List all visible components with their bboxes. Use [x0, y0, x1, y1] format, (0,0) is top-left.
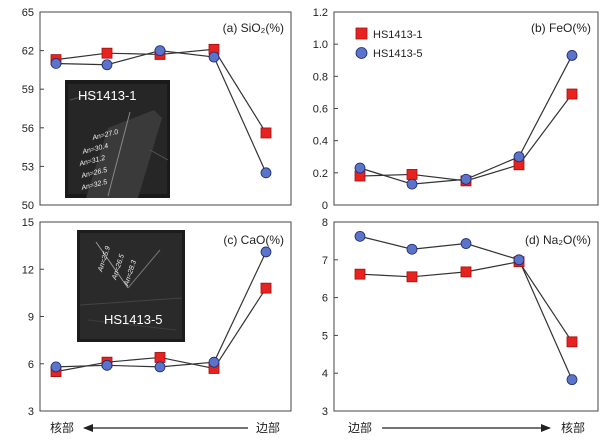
- panel-a-title: (a) SiO₂(%): [223, 21, 284, 35]
- legend-label-hs1413-5: HS1413-5: [373, 48, 423, 60]
- point-a-hs1413-5-2: [154, 45, 166, 56]
- point-b-hs1413-5-3: [513, 151, 525, 163]
- point-d-hs1413-5-4: [566, 374, 578, 386]
- x-label-right-start: 边部: [348, 420, 372, 435]
- point-c-hs1413-1-4: [260, 282, 272, 294]
- point-d-hs1413-1-4: [566, 336, 578, 348]
- point-a-hs1413-1-4: [260, 127, 272, 139]
- x-label-left-start: 核部: [50, 420, 74, 435]
- point-d-hs1413-5-3: [513, 254, 525, 266]
- legend-label-hs1413-1: HS1413-1: [373, 29, 423, 41]
- point-a-hs1413-5-4: [260, 167, 272, 179]
- panel-b-title: (b) FeO(%): [531, 21, 591, 35]
- y-tick-label-d-2: 5: [322, 330, 328, 342]
- point-c-hs1413-5-2: [154, 361, 166, 373]
- y-tick-label-b-1: 0.2: [313, 168, 328, 180]
- y-tick-label-a-4: 62: [22, 46, 34, 58]
- y-tick-label-c-2: 9: [28, 312, 34, 324]
- y-tick-label-a-5: 65: [22, 7, 34, 19]
- point-c-hs1413-5-0: [50, 361, 62, 373]
- inset-c-label: HS1413-5: [104, 312, 163, 327]
- y-tick-label-b-0: 0: [322, 200, 328, 212]
- panel-d-frame: [333, 221, 599, 412]
- point-d-hs1413-5-2: [460, 238, 472, 249]
- inset-image-c: An=25.9 An=26.5 An=28.3 HS1413-5: [77, 230, 185, 342]
- point-c-hs1413-5-1: [101, 359, 113, 371]
- point-b-hs1413-5-4: [566, 50, 578, 61]
- legend-marker-hs1413-5: [355, 47, 368, 59]
- point-a-hs1413-5-1: [101, 59, 113, 71]
- y-tick-label-a-1: 53: [22, 161, 34, 173]
- y-tick-label-b-5: 1.0: [313, 39, 328, 51]
- point-d-hs1413-5-0: [354, 230, 366, 242]
- point-d-hs1413-1-1: [406, 271, 418, 283]
- chart-marks: 50535659626500.20.40.60.81.01.2369121534…: [22, 7, 578, 418]
- point-b-hs1413-1-1: [406, 169, 418, 180]
- y-tick-label-a-0: 50: [22, 200, 34, 212]
- y-tick-label-a-2: 56: [22, 123, 34, 135]
- y-tick-label-d-4: 7: [322, 255, 328, 267]
- point-d-hs1413-1-2: [460, 266, 472, 278]
- y-tick-label-c-3: 12: [22, 264, 34, 276]
- series-line-b-hs1413-1: [359, 93, 573, 182]
- point-c-hs1413-5-4: [260, 246, 272, 258]
- panel-a-frame: [39, 11, 292, 206]
- y-tick-label-c-1: 6: [28, 359, 34, 371]
- y-tick-label-d-1: 4: [322, 368, 328, 380]
- panel-d-title: (d) Na₂O(%): [525, 233, 591, 247]
- point-b-hs1413-1-4: [566, 88, 578, 100]
- y-tick-label-d-5: 8: [322, 217, 328, 229]
- legend-marker-hs1413-1: [355, 27, 368, 40]
- point-b-hs1413-5-1: [406, 178, 418, 190]
- series-line-b-hs1413-5: [359, 55, 573, 185]
- point-b-hs1413-5-0: [354, 162, 366, 174]
- point-c-hs1413-5-3: [208, 356, 220, 368]
- legend: HS1413-1 HS1413-5: [355, 27, 423, 60]
- point-d-hs1413-1-0: [354, 268, 366, 280]
- y-tick-label-a-3: 59: [22, 84, 34, 96]
- x-label-left-end: 边部: [256, 420, 280, 435]
- y-tick-label-d-3: 6: [322, 293, 328, 305]
- series-line-d-hs1413-5: [359, 235, 573, 380]
- inset-a-label: HS1413-1: [78, 88, 137, 103]
- y-tick-label-b-3: 0.6: [313, 104, 328, 116]
- point-b-hs1413-5-2: [460, 173, 472, 185]
- point-d-hs1413-5-1: [406, 243, 418, 255]
- point-c-hs1413-1-2: [154, 352, 166, 363]
- y-tick-label-c-4: 15: [22, 217, 34, 229]
- y-tick-label-b-4: 0.8: [313, 71, 328, 83]
- y-tick-label-d-0: 3: [322, 406, 328, 418]
- y-tick-label-c-0: 3: [28, 406, 34, 418]
- point-a-hs1413-1-1: [101, 47, 113, 59]
- y-tick-label-b-2: 0.4: [313, 136, 328, 148]
- inset-image-a: HS1413-1 An=27.0 An=30.4 An=31.2 An=26.5…: [65, 80, 170, 198]
- point-a-hs1413-5-3: [208, 51, 220, 63]
- x-label-right-end: 核部: [561, 420, 585, 435]
- y-tick-label-b-6: 1.2: [313, 7, 328, 19]
- panel-c-title: (c) CaO(%): [223, 233, 284, 247]
- point-a-hs1413-5-0: [50, 58, 62, 69]
